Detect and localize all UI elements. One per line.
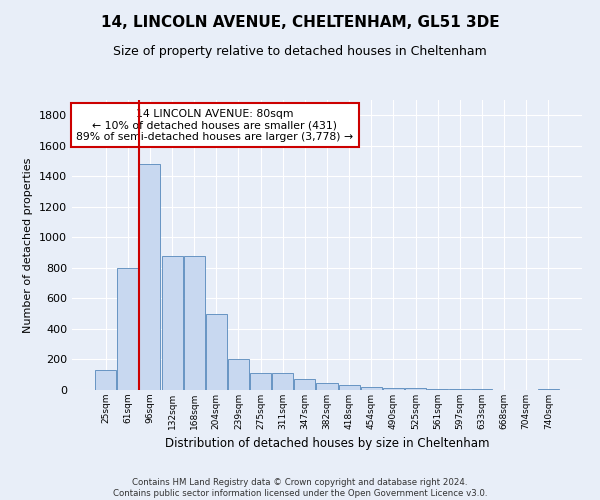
Bar bbox=[206, 314, 227, 390]
Bar bbox=[338, 386, 359, 390]
Bar bbox=[449, 389, 470, 390]
Bar bbox=[295, 380, 316, 390]
Bar bbox=[184, 256, 205, 390]
Text: Size of property relative to detached houses in Cheltenham: Size of property relative to detached ho… bbox=[113, 45, 487, 58]
Text: 14, LINCOLN AVENUE, CHELTENHAM, GL51 3DE: 14, LINCOLN AVENUE, CHELTENHAM, GL51 3DE bbox=[101, 15, 499, 30]
Bar bbox=[228, 358, 249, 390]
Bar bbox=[272, 373, 293, 390]
X-axis label: Distribution of detached houses by size in Cheltenham: Distribution of detached houses by size … bbox=[165, 438, 489, 450]
Bar bbox=[427, 389, 448, 390]
Text: Contains HM Land Registry data © Crown copyright and database right 2024.
Contai: Contains HM Land Registry data © Crown c… bbox=[113, 478, 487, 498]
Bar bbox=[472, 389, 493, 390]
Bar bbox=[405, 388, 426, 390]
Bar bbox=[118, 268, 139, 390]
Bar bbox=[250, 373, 271, 390]
Bar bbox=[538, 389, 559, 390]
Bar bbox=[139, 164, 160, 390]
Bar bbox=[161, 256, 182, 390]
Bar bbox=[361, 387, 382, 390]
Bar bbox=[383, 388, 404, 390]
Bar bbox=[95, 370, 116, 390]
Y-axis label: Number of detached properties: Number of detached properties bbox=[23, 158, 34, 332]
Text: 14 LINCOLN AVENUE: 80sqm
← 10% of detached houses are smaller (431)
89% of semi-: 14 LINCOLN AVENUE: 80sqm ← 10% of detach… bbox=[76, 108, 353, 142]
Bar bbox=[316, 383, 338, 390]
